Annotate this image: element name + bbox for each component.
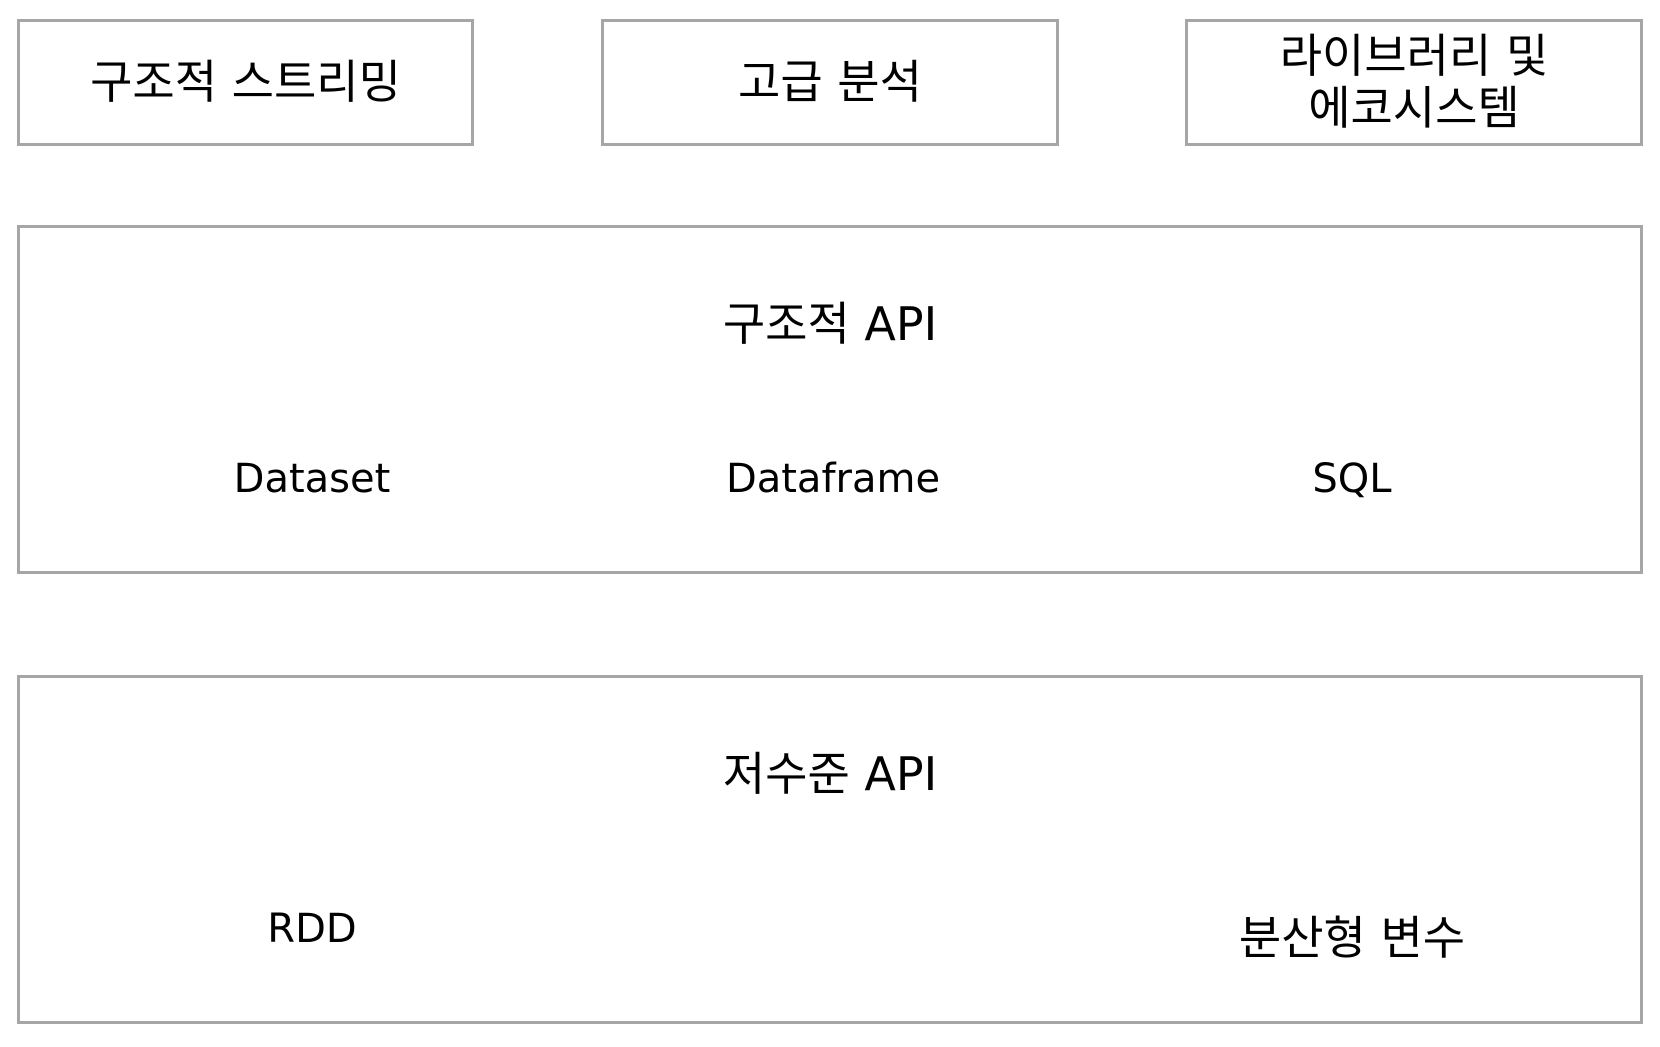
distributed-variables-label: 분산형 변수: [1238, 911, 1466, 965]
advanced-analytics-label: 고급 분석: [738, 54, 922, 109]
rdd-label: RDD: [267, 906, 357, 952]
libraries-ecosystem-box: 라이브러리 및 에코시스템: [1185, 19, 1643, 146]
libraries-ecosystem-label-line-1: 라이브러리 및: [1279, 28, 1549, 83]
structured-streaming-box: 구조적 스트리밍: [17, 19, 474, 146]
low-level-api-title: 저수준 API: [722, 747, 938, 801]
structured-api-title: 구조적 API: [722, 297, 938, 351]
structured-streaming-label: 구조적 스트리밍: [90, 54, 401, 109]
low-level-api-layer: 저수준 API RDD 분산형 변수: [17, 675, 1643, 1024]
structured-api-layer: 구조적 API Dataset Dataframe SQL: [17, 225, 1643, 574]
dataframe-label: Dataframe: [725, 456, 941, 502]
sql-label: SQL: [1312, 456, 1392, 502]
libraries-ecosystem-label: 라이브러리 및 에코시스템: [1279, 28, 1549, 135]
advanced-analytics-box: 고급 분석: [601, 19, 1059, 146]
dataset-label: Dataset: [233, 456, 391, 502]
libraries-ecosystem-label-line-2: 에코시스템: [1308, 80, 1520, 135]
